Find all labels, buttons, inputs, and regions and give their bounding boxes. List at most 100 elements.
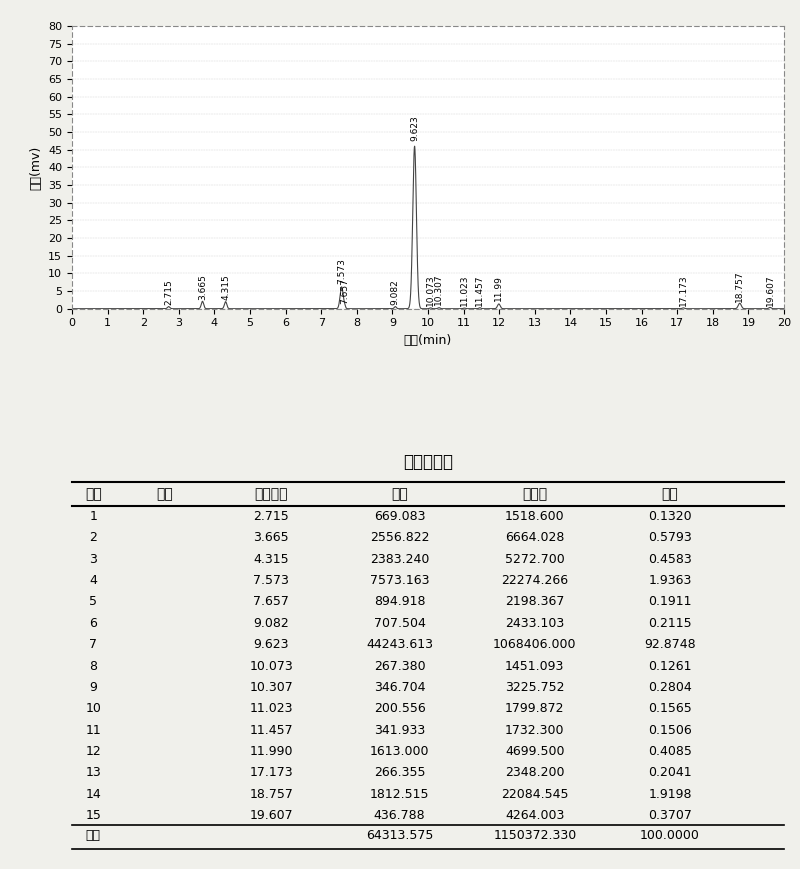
- Text: 6664.028: 6664.028: [505, 531, 565, 544]
- Text: 9.082: 9.082: [254, 617, 290, 630]
- Text: 2433.103: 2433.103: [505, 617, 565, 630]
- Text: 3225.752: 3225.752: [505, 681, 565, 694]
- Text: 1: 1: [90, 510, 98, 523]
- Text: 1812.515: 1812.515: [370, 788, 430, 801]
- Text: 0.3707: 0.3707: [648, 809, 692, 822]
- Text: 0.4085: 0.4085: [648, 745, 692, 758]
- Text: 1518.600: 1518.600: [505, 510, 565, 523]
- Text: 0.1506: 0.1506: [648, 724, 692, 737]
- Text: 10.307: 10.307: [250, 681, 294, 694]
- Text: 1732.300: 1732.300: [505, 724, 565, 737]
- Text: 3: 3: [90, 553, 98, 566]
- Text: 92.8748: 92.8748: [644, 638, 696, 651]
- Text: 保留时间: 保留时间: [254, 487, 288, 501]
- Text: 含量: 含量: [662, 487, 678, 501]
- Text: 2: 2: [90, 531, 98, 544]
- Text: 11.990: 11.990: [250, 745, 293, 758]
- Text: 13: 13: [86, 766, 102, 779]
- Text: 2348.200: 2348.200: [505, 766, 565, 779]
- Text: 4264.003: 4264.003: [505, 809, 565, 822]
- Text: 峰高: 峰高: [391, 487, 408, 501]
- Text: 18.757: 18.757: [250, 788, 294, 801]
- Text: 12: 12: [86, 745, 102, 758]
- Text: 436.788: 436.788: [374, 809, 426, 822]
- Text: 14: 14: [86, 788, 102, 801]
- Text: 22084.545: 22084.545: [501, 788, 569, 801]
- Text: 7.657: 7.657: [340, 279, 349, 304]
- Text: 18.757: 18.757: [735, 270, 744, 302]
- Text: 0.1565: 0.1565: [648, 702, 692, 715]
- Text: 10: 10: [86, 702, 102, 715]
- Text: 22274.266: 22274.266: [502, 574, 568, 587]
- Text: 707.504: 707.504: [374, 617, 426, 630]
- Text: 341.933: 341.933: [374, 724, 425, 737]
- Text: 峰号: 峰号: [85, 487, 102, 501]
- Text: 5: 5: [90, 595, 98, 608]
- Text: 1068406.000: 1068406.000: [493, 638, 577, 651]
- Text: 11.99: 11.99: [494, 275, 503, 301]
- Text: 4.315: 4.315: [221, 274, 230, 300]
- Text: 10.073: 10.073: [426, 275, 435, 306]
- Text: 4699.500: 4699.500: [505, 745, 565, 758]
- Text: 11.023: 11.023: [460, 275, 469, 306]
- Text: 8: 8: [90, 660, 98, 673]
- Text: 0.1911: 0.1911: [648, 595, 692, 608]
- Text: 7: 7: [90, 638, 98, 651]
- Text: 200.556: 200.556: [374, 702, 426, 715]
- Text: 669.083: 669.083: [374, 510, 426, 523]
- Text: 11: 11: [86, 724, 102, 737]
- Text: 0.2041: 0.2041: [648, 766, 692, 779]
- Text: 7573.163: 7573.163: [370, 574, 430, 587]
- Text: 峰名: 峰名: [156, 487, 173, 501]
- Text: 19.607: 19.607: [766, 275, 774, 306]
- Text: 0.1261: 0.1261: [648, 660, 692, 673]
- Text: 2556.822: 2556.822: [370, 531, 430, 544]
- Text: 9.623: 9.623: [254, 638, 289, 651]
- Text: 11.457: 11.457: [250, 724, 293, 737]
- Text: 3.665: 3.665: [198, 274, 207, 300]
- Text: 0.1320: 0.1320: [648, 510, 692, 523]
- Text: 7.657: 7.657: [254, 595, 290, 608]
- Text: 9.082: 9.082: [391, 280, 400, 305]
- Text: 19.607: 19.607: [250, 809, 293, 822]
- Text: 1150372.330: 1150372.330: [493, 830, 577, 843]
- Text: 894.918: 894.918: [374, 595, 426, 608]
- Text: 0.4583: 0.4583: [648, 553, 692, 566]
- Text: 0.2804: 0.2804: [648, 681, 692, 694]
- Text: 1.9363: 1.9363: [648, 574, 692, 587]
- Text: 2383.240: 2383.240: [370, 553, 430, 566]
- Text: 5272.700: 5272.700: [505, 553, 565, 566]
- Text: 0.2115: 0.2115: [648, 617, 692, 630]
- Text: 1799.872: 1799.872: [505, 702, 565, 715]
- Text: 15: 15: [86, 809, 102, 822]
- Text: 6: 6: [90, 617, 98, 630]
- Text: 7.573: 7.573: [337, 258, 346, 284]
- Text: 1613.000: 1613.000: [370, 745, 430, 758]
- Text: 3.665: 3.665: [254, 531, 289, 544]
- Text: 9.623: 9.623: [410, 115, 419, 141]
- Text: 346.704: 346.704: [374, 681, 426, 694]
- Text: 11.457: 11.457: [475, 275, 484, 306]
- Text: 10.307: 10.307: [434, 274, 443, 305]
- Text: 10.073: 10.073: [250, 660, 294, 673]
- Text: 44243.613: 44243.613: [366, 638, 433, 651]
- Text: 17.173: 17.173: [679, 275, 688, 306]
- Text: 分析结果表: 分析结果表: [403, 453, 453, 471]
- Text: 9: 9: [90, 681, 98, 694]
- Text: 4: 4: [90, 574, 98, 587]
- Text: 2.715: 2.715: [164, 280, 173, 305]
- Text: 4.315: 4.315: [254, 553, 289, 566]
- Y-axis label: 电压(mv): 电压(mv): [30, 145, 42, 189]
- Text: 17.173: 17.173: [250, 766, 293, 779]
- Text: 64313.575: 64313.575: [366, 830, 434, 843]
- X-axis label: 时间(min): 时间(min): [404, 334, 452, 347]
- Text: 2198.367: 2198.367: [505, 595, 565, 608]
- Text: 1451.093: 1451.093: [505, 660, 565, 673]
- Text: 2.715: 2.715: [254, 510, 290, 523]
- Text: 11.023: 11.023: [250, 702, 293, 715]
- Text: 总计: 总计: [86, 830, 101, 843]
- Text: 267.380: 267.380: [374, 660, 426, 673]
- Text: 7.573: 7.573: [254, 574, 290, 587]
- Text: 266.355: 266.355: [374, 766, 426, 779]
- Text: 峰面积: 峰面积: [522, 487, 547, 501]
